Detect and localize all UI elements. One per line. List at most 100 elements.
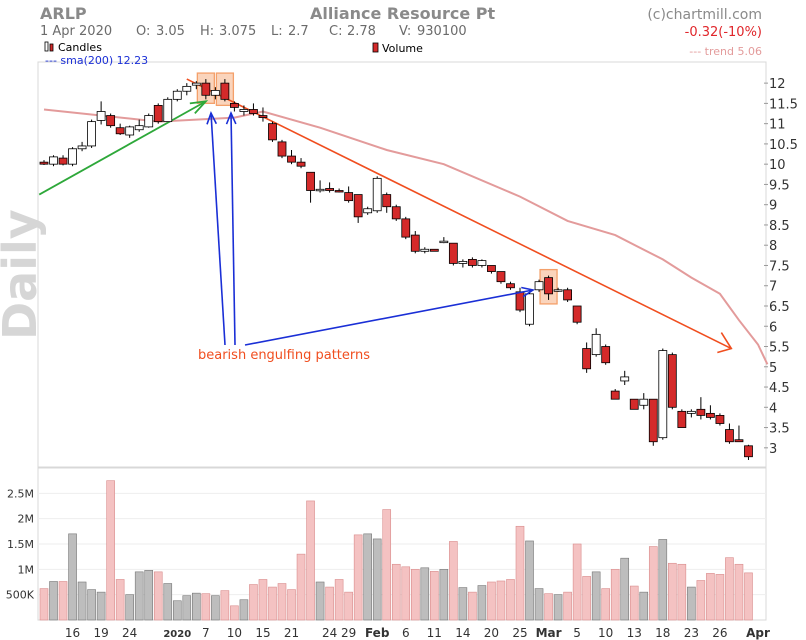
price-tick-label: 7	[769, 280, 777, 295]
candle-body	[201, 82, 211, 96]
candle-body	[163, 98, 173, 123]
date-tick-label: 5	[573, 626, 581, 640]
price-tick-label: 11.5	[769, 97, 798, 112]
price-tick-label: 10.5	[769, 138, 798, 153]
date-tick-label: 16	[65, 626, 80, 640]
candle-body	[467, 258, 477, 266]
volume-bar	[77, 581, 87, 621]
volume-bar	[468, 591, 477, 621]
volume-bar	[439, 569, 449, 621]
trend-arrowhead	[717, 332, 733, 354]
candle-body	[106, 115, 116, 127]
volume-bar	[591, 571, 601, 621]
volume-bar	[58, 581, 68, 621]
candle-body	[229, 102, 239, 108]
volume-bar	[668, 562, 677, 621]
price-tick-label: 5.5	[769, 341, 790, 356]
volume-bar	[87, 589, 96, 621]
volume-bar	[410, 569, 420, 621]
volume-bar	[725, 557, 734, 621]
candle-body	[487, 265, 496, 272]
volume-bar	[192, 592, 201, 621]
price-tick-label: 8.5	[769, 219, 790, 234]
volume-bar	[49, 581, 58, 621]
candle-body	[667, 354, 677, 408]
volume-bar	[106, 480, 115, 621]
date-tick-label: 10	[598, 626, 613, 640]
candle-body	[744, 445, 753, 458]
volume-bar	[134, 571, 144, 621]
date-tick-label: 14	[455, 626, 470, 640]
candle-body	[372, 177, 382, 212]
candle-body	[353, 194, 363, 218]
volume-bar	[68, 533, 77, 621]
arrow-to-pattern-3-head	[521, 286, 536, 298]
date-tick-label: 24	[122, 626, 137, 640]
date-tick-label: 18	[655, 626, 670, 640]
volume-bar	[487, 581, 496, 621]
price-tick-label: 3.5	[769, 422, 790, 437]
candle-body	[591, 333, 601, 356]
price-tick-label: 7.5	[769, 259, 790, 274]
arrow-to-pattern-2	[230, 112, 236, 346]
candle-body	[344, 192, 354, 202]
candle-body	[477, 260, 487, 266]
volume-tick-label: 1.5M	[7, 538, 34, 551]
overlay-lines	[38, 78, 769, 365]
volume-bar	[734, 563, 744, 621]
annotation-label: bearish engulfing patterns	[198, 348, 370, 363]
volume-bar	[353, 534, 363, 621]
volume-bar	[334, 579, 344, 621]
volume-bar	[363, 533, 372, 621]
volume-bar	[239, 599, 249, 621]
volume-bar	[153, 571, 163, 621]
candle-body	[696, 408, 706, 416]
volume-bar	[744, 572, 753, 621]
legend-volume: Volume	[372, 42, 423, 55]
volume-bar	[401, 566, 411, 621]
price-tick-label: 6.5	[769, 300, 790, 315]
volume-bar	[315, 581, 325, 621]
date-tick-label: Mar	[536, 626, 562, 640]
price-tick-label: 12	[769, 77, 786, 92]
volume-tick-label: 2.5M	[7, 487, 34, 500]
volume-bar	[715, 574, 725, 621]
candle-body	[610, 390, 620, 400]
candle-body	[620, 376, 630, 382]
volume-bar	[477, 585, 487, 621]
date-tick-label: 23	[684, 626, 699, 640]
volume-bar	[325, 586, 334, 621]
volume-bar	[420, 567, 430, 621]
arrow-to-pattern-2-head	[225, 110, 237, 125]
candle-body	[287, 155, 296, 163]
volume-bar	[344, 591, 353, 621]
date-tick-label: Feb	[365, 626, 390, 640]
volume-bar	[268, 586, 277, 621]
legend-trend: --- trend 5.06	[689, 45, 762, 58]
date-tick-label: 20	[484, 626, 499, 640]
candle-body	[648, 398, 658, 443]
candle-body	[439, 240, 449, 244]
volume-bar	[211, 595, 220, 621]
high-value: 3.075	[219, 24, 256, 39]
volume-bar	[620, 557, 630, 621]
volume-bar	[534, 588, 544, 621]
sma200-line	[43, 108, 769, 365]
ticker-symbol: ARLP	[40, 4, 87, 23]
candle-body	[134, 125, 144, 131]
candlesticks	[39, 79, 753, 460]
volume-bar	[515, 525, 525, 621]
volume-bar	[372, 538, 382, 621]
open-label: O:	[136, 24, 150, 39]
company-name: Alliance Resource Pt	[310, 4, 496, 23]
volume-bar	[201, 593, 211, 621]
volume-tick-label: 500K	[6, 589, 35, 602]
volume-bar	[525, 540, 534, 621]
volume-bar	[629, 585, 639, 621]
volume-bar	[696, 580, 706, 621]
date-tick-label: 7	[202, 626, 210, 640]
volume-bar	[639, 591, 649, 621]
trend-line	[186, 78, 732, 350]
candle-body	[734, 439, 744, 443]
low-label: L:	[271, 24, 283, 39]
